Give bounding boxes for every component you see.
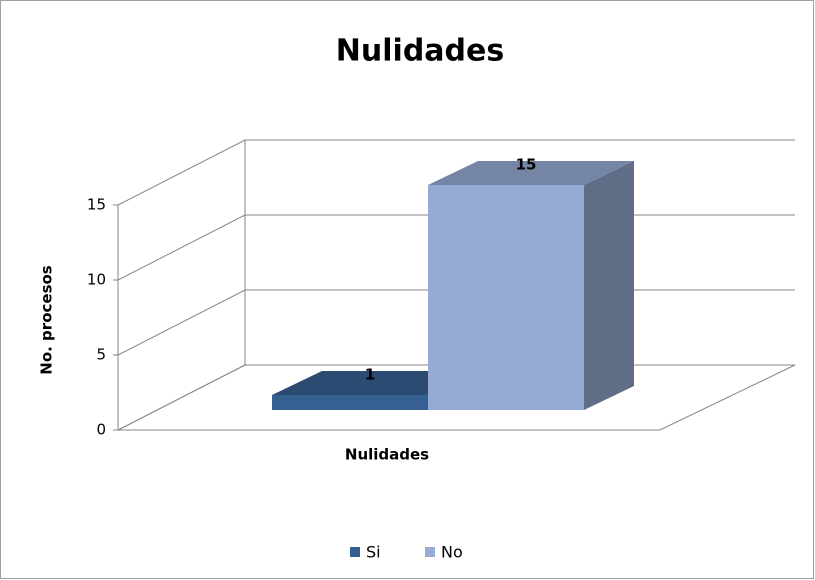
- legend-swatch: [425, 547, 435, 557]
- y-tick-label: 15: [87, 196, 106, 214]
- y-tick-label: 0: [96, 421, 106, 439]
- bar-front: [428, 185, 584, 410]
- x-tick-label: Nulidades: [345, 446, 429, 464]
- legend-label: No: [441, 543, 463, 562]
- legend-swatch: [350, 547, 360, 557]
- bar-top: [428, 161, 634, 185]
- bar-side: [584, 161, 634, 410]
- data-label: 1: [365, 366, 375, 384]
- bar-top: [272, 371, 478, 395]
- legend-label: Si: [366, 543, 381, 562]
- grid-line: [117, 139, 795, 206]
- bar-front: [272, 395, 428, 410]
- y-axis-label: No. procesos: [38, 265, 56, 375]
- chart-title: Nulidades: [336, 34, 504, 69]
- y-tick-label: 10: [87, 271, 106, 289]
- data-label: 15: [516, 156, 537, 174]
- y-tick-label: 5: [96, 346, 106, 364]
